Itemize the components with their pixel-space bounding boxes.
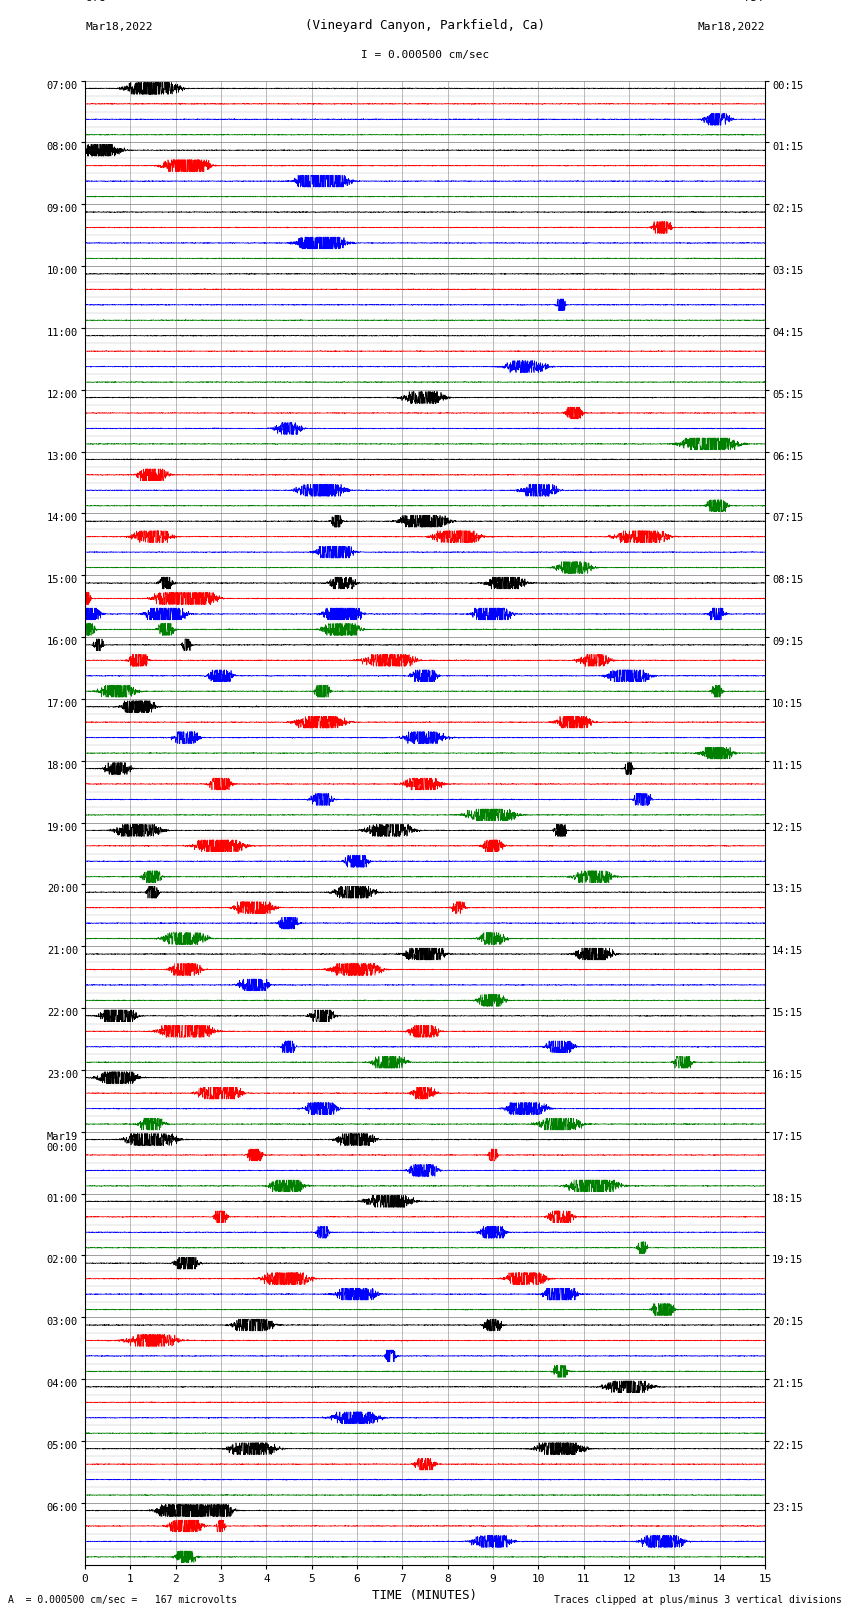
Text: PDT: PDT <box>745 0 765 3</box>
Text: Mar18,2022: Mar18,2022 <box>698 23 765 32</box>
Text: Traces clipped at plus/minus 3 vertical divisions: Traces clipped at plus/minus 3 vertical … <box>553 1595 842 1605</box>
Text: (Vineyard Canyon, Parkfield, Ca): (Vineyard Canyon, Parkfield, Ca) <box>305 19 545 32</box>
Text: UTC: UTC <box>85 0 105 3</box>
Text: Mar18,2022: Mar18,2022 <box>85 23 152 32</box>
Text: I = 0.000500 cm/sec: I = 0.000500 cm/sec <box>361 50 489 60</box>
Text: A  = 0.000500 cm/sec =   167 microvolts: A = 0.000500 cm/sec = 167 microvolts <box>8 1595 238 1605</box>
X-axis label: TIME (MINUTES): TIME (MINUTES) <box>372 1589 478 1602</box>
Text: VCAB DP1 BP 40: VCAB DP1 BP 40 <box>366 0 484 3</box>
